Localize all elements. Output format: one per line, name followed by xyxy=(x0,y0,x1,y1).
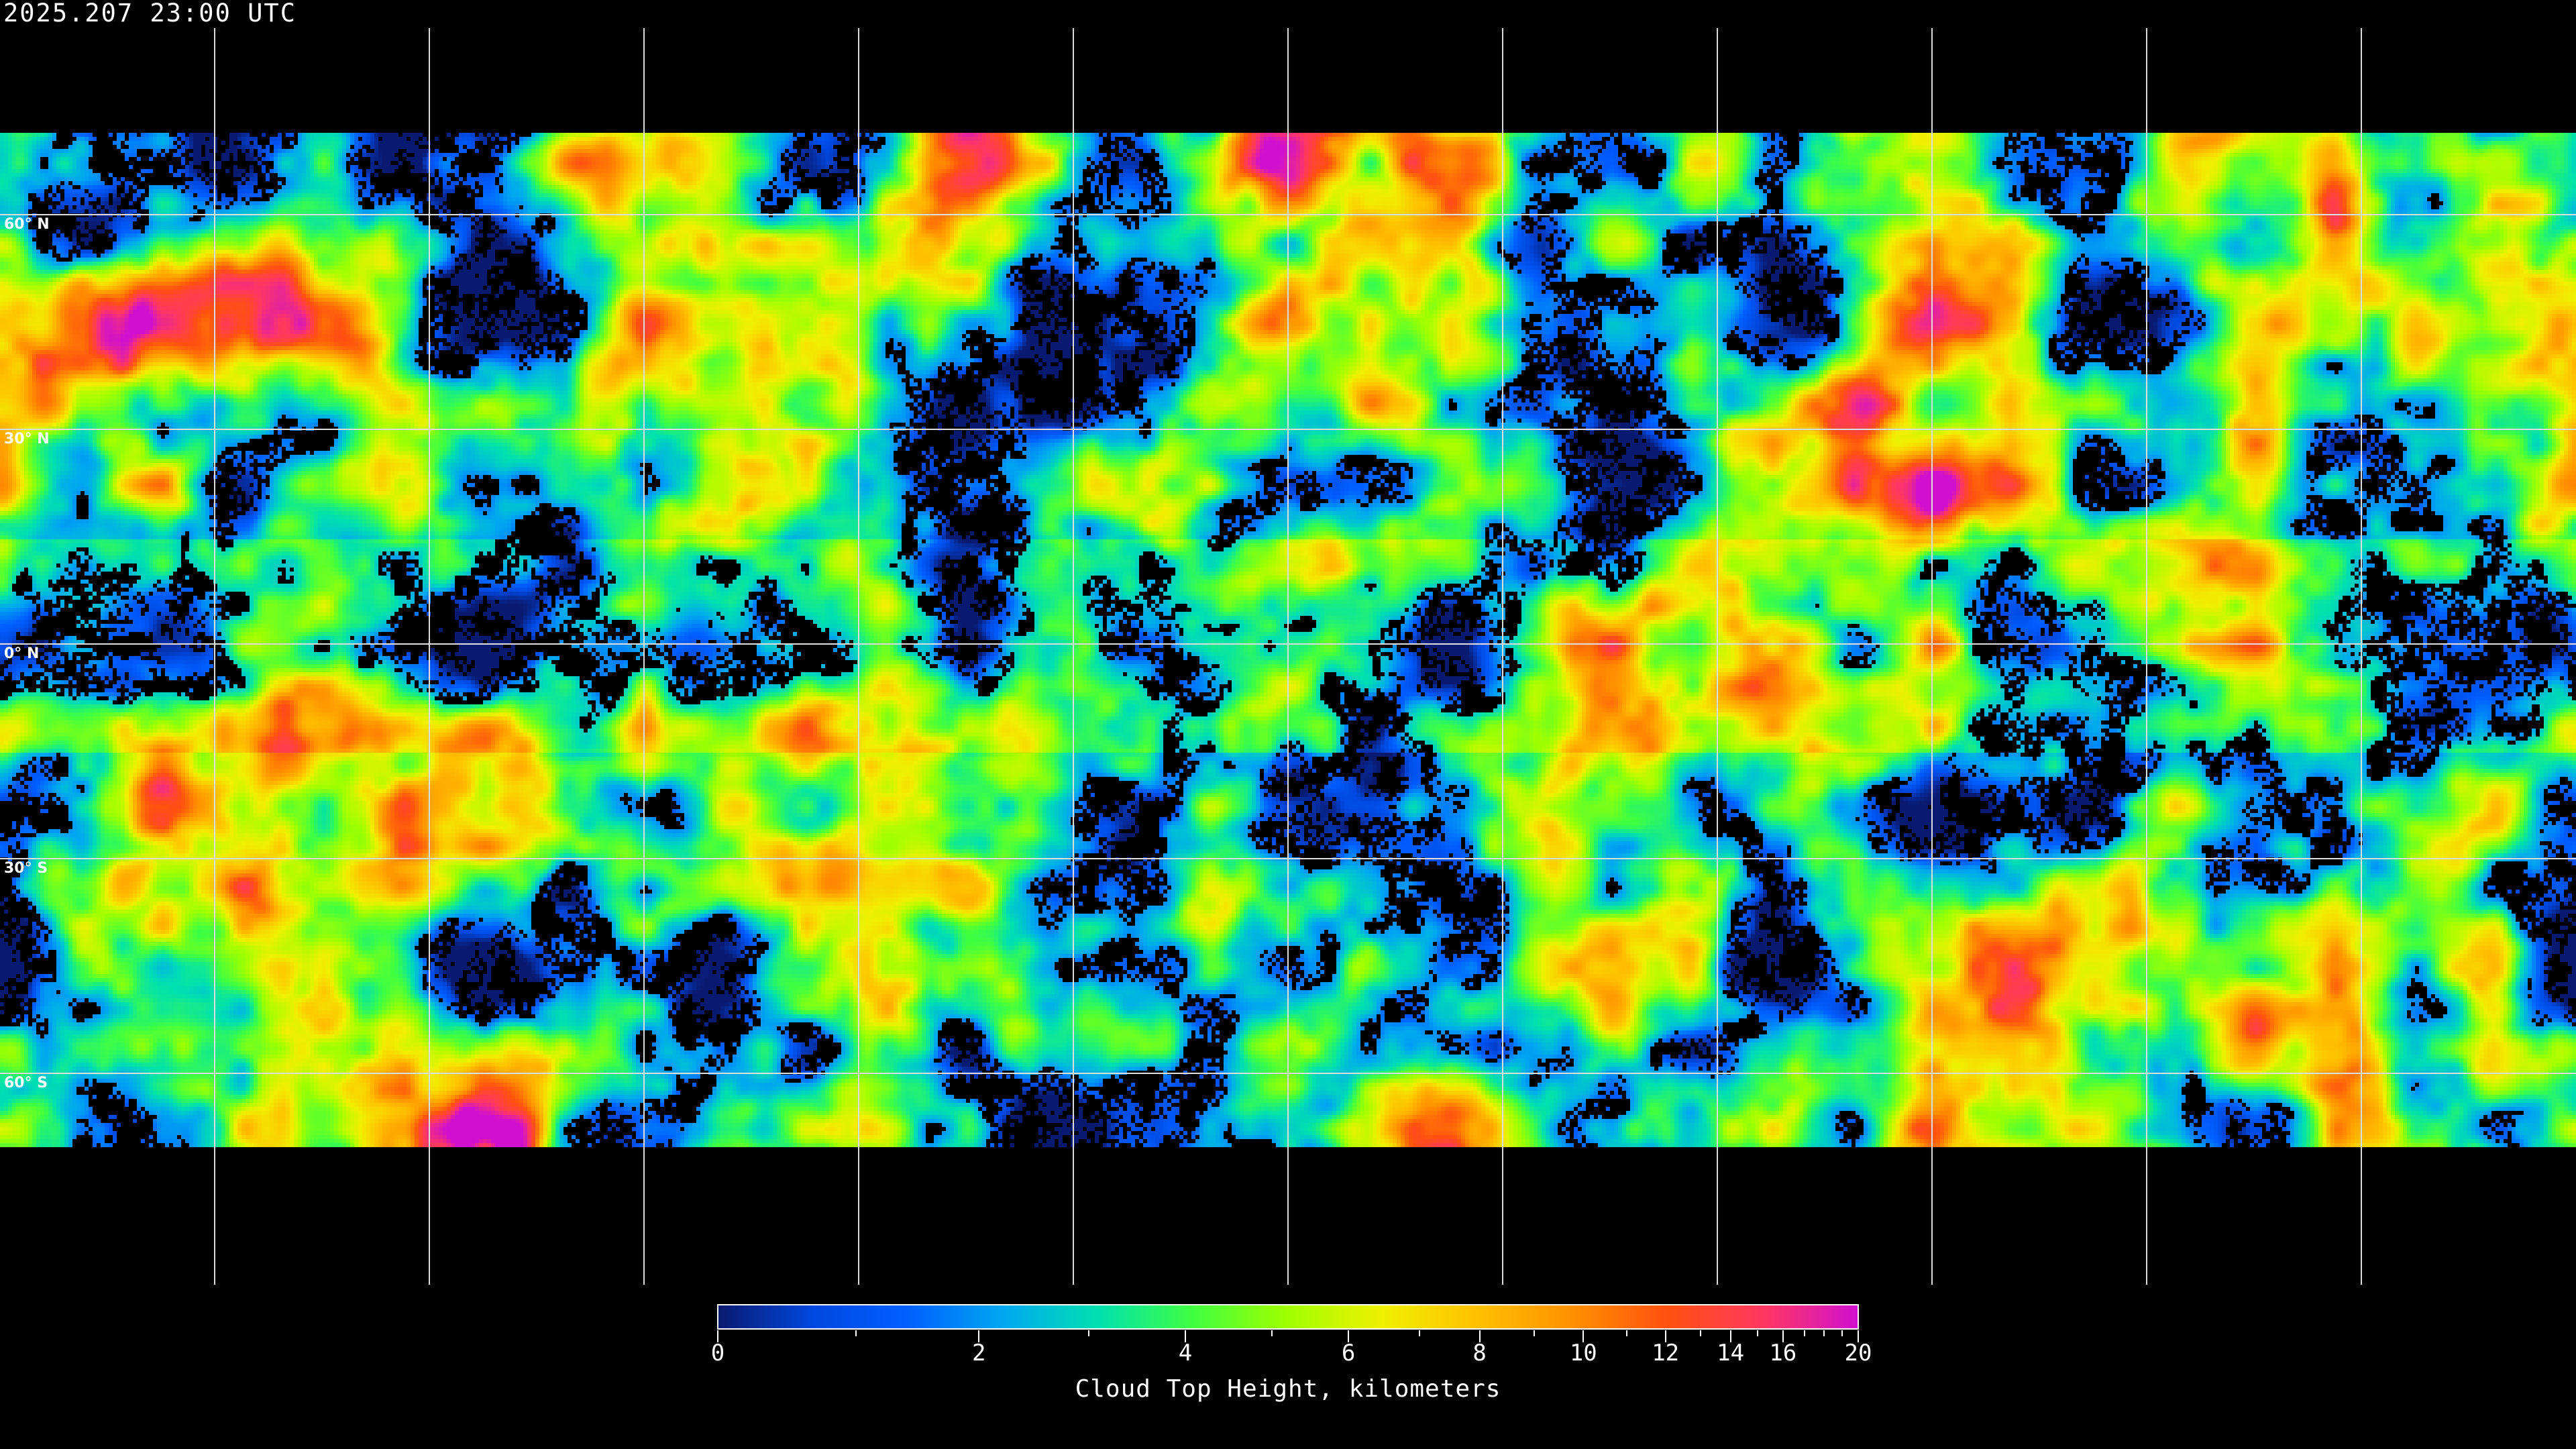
colorbar-tick-label: 16 xyxy=(1769,1340,1797,1366)
colorbar-tick-label: 4 xyxy=(1178,1340,1193,1366)
colorbar-major-tick xyxy=(717,1330,718,1342)
colorbar-tick-label: 0 xyxy=(710,1340,725,1366)
colorbar-minor-tick xyxy=(1757,1330,1759,1336)
colorbar-tick-label: 12 xyxy=(1652,1340,1680,1366)
colorbar-tick-label: 2 xyxy=(972,1340,986,1366)
colorbar-minor-tick xyxy=(1418,1330,1420,1336)
colorbar-minor-tick xyxy=(1823,1330,1825,1336)
colorbar-tick-label: 14 xyxy=(1717,1340,1745,1366)
colorbar-tick-label: 8 xyxy=(1472,1340,1487,1366)
colorbar-major-tick xyxy=(1782,1330,1784,1342)
colorbar-minor-tick xyxy=(1841,1330,1843,1336)
colorbar-major-tick xyxy=(1582,1330,1585,1342)
colorbar-major-tick xyxy=(1664,1330,1666,1342)
colorbar-minor-tick xyxy=(1534,1330,1536,1336)
lat-label-60n: 60° N xyxy=(4,216,50,233)
colorbar-major-tick xyxy=(1348,1330,1350,1342)
colorbar-tick-label: 6 xyxy=(1341,1340,1356,1366)
colorbar-title: Cloud Top Height, kilometers xyxy=(1075,1375,1501,1403)
colorbar-minor-tick xyxy=(855,1330,857,1336)
lat-label-30s: 30° S xyxy=(4,860,48,877)
graticule xyxy=(0,28,2576,1285)
colorbar-major-tick xyxy=(978,1330,980,1342)
colorbar-major-tick xyxy=(1729,1330,1731,1342)
lat-label-30n: 30° N xyxy=(4,431,50,447)
colorbar-major-tick xyxy=(1479,1330,1481,1342)
colorbar xyxy=(717,1304,1859,1330)
lat-label-0: 0° N xyxy=(4,645,40,662)
colorbar-minor-tick xyxy=(1087,1330,1089,1336)
colorbar-tick-label: 20 xyxy=(1844,1340,1872,1366)
colorbar-minor-tick xyxy=(1625,1330,1627,1336)
colorbar-tick-label: 10 xyxy=(1569,1340,1597,1366)
colorbar-major-tick xyxy=(1858,1330,1859,1342)
lat-label-60s: 60° S xyxy=(4,1075,48,1091)
colorbar-major-tick xyxy=(1185,1330,1186,1342)
timestamp: 2025.207 23:00 UTC xyxy=(3,0,297,28)
colorbar-minor-tick xyxy=(1271,1330,1273,1336)
colorbar-minor-tick xyxy=(1700,1330,1702,1336)
colorbar-minor-tick xyxy=(1804,1330,1806,1336)
